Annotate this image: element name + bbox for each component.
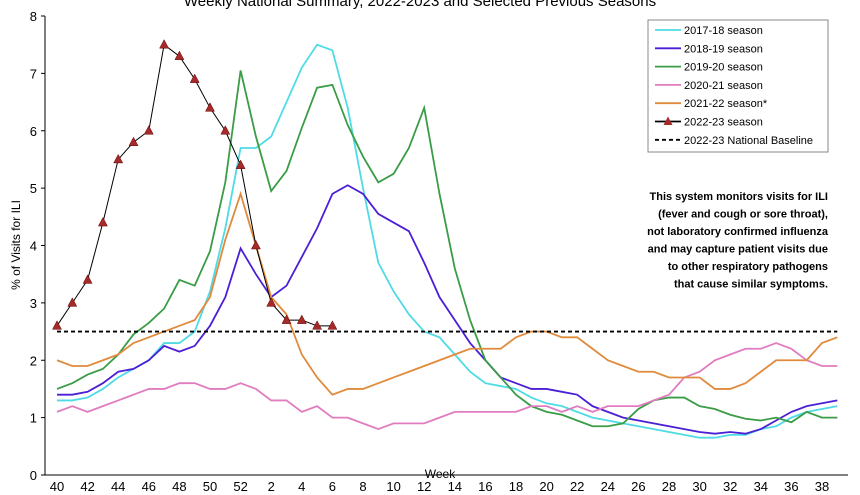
x-tick-label: 36	[784, 479, 798, 494]
annotation: not laboratory confirmed influenza	[647, 226, 829, 238]
legend-label: 2020-21 season	[684, 80, 763, 92]
x-tick-label: 30	[692, 479, 706, 494]
annotation: to other respiratory pathogens	[668, 261, 828, 273]
data-point	[143, 125, 154, 135]
data-point	[205, 102, 215, 112]
x-tick-label: 38	[815, 479, 829, 494]
data-point	[250, 239, 261, 250]
data-point	[220, 125, 231, 135]
legend-label: 2019-20 season	[684, 62, 763, 74]
x-tick-label: 46	[142, 479, 156, 494]
y-tick-label: 6	[30, 124, 37, 139]
legend-label: 2022-23 National Baseline	[684, 135, 813, 147]
chart-title: Weekly National Summary, 2022-2023 and S…	[184, 0, 656, 10]
x-tick-label: 6	[329, 479, 336, 494]
legend-label: 2021-22 season*	[684, 98, 768, 110]
data-point	[281, 314, 292, 324]
series-line	[56, 70, 838, 428]
series-line	[57, 43, 838, 439]
y-tick-label: 3	[30, 296, 37, 311]
x-tick-label: 16	[478, 479, 492, 494]
data-point	[113, 153, 124, 164]
legend-label: 2017-18 season	[684, 25, 763, 37]
legend-box	[647, 19, 829, 153]
x-tick-label: 42	[80, 479, 94, 494]
data-point	[174, 50, 185, 60]
series-line	[56, 342, 838, 431]
x-tick-label: 26	[631, 479, 645, 494]
x-tick-label: 24	[601, 479, 615, 494]
annotation: (fever and cough or sore throat),	[658, 209, 828, 221]
y-axis-label: % of Visits for ILI	[9, 200, 23, 290]
x-tick-label: 48	[172, 479, 186, 494]
data-point	[266, 297, 277, 307]
data-point	[82, 274, 93, 284]
x-tick-label: 50	[203, 479, 217, 494]
legend-label: 2022-23 season	[684, 117, 763, 129]
data-point	[327, 320, 338, 330]
x-tick-label: 4	[298, 479, 305, 494]
x-tick-label: 34	[754, 479, 768, 494]
x-tick-label: 44	[111, 479, 125, 494]
x-tick-label: 22	[570, 479, 584, 494]
y-tick-label: 0	[30, 468, 37, 483]
data-point	[67, 297, 78, 307]
annotation: This system monitors visits for ILI	[650, 191, 829, 203]
legend-marker	[663, 116, 673, 125]
y-tick-label: 1	[30, 411, 37, 426]
y-tick-label: 5	[30, 181, 37, 196]
data-point	[128, 136, 139, 146]
y-tick-label: 2	[30, 353, 37, 368]
data-point	[312, 320, 323, 330]
x-tick-label: 2	[268, 479, 275, 494]
x-tick-label: 28	[662, 479, 676, 494]
x-tick-label: 20	[539, 479, 553, 494]
annotation: that cause similar symptoms.	[674, 279, 828, 291]
y-tick-label: 4	[30, 239, 37, 254]
data-point	[159, 39, 170, 49]
data-point	[52, 320, 62, 330]
series-line	[56, 190, 838, 396]
data-point	[235, 159, 246, 169]
data-point	[97, 217, 108, 227]
annotation: and may capture patient visits due	[648, 244, 828, 256]
x-axis-label: Week	[425, 467, 456, 481]
x-tick-label: 18	[509, 479, 523, 494]
y-tick-label: 8	[30, 9, 37, 24]
x-tick-label: 10	[386, 479, 400, 494]
x-tick-label: 14	[448, 479, 462, 494]
y-tick-label: 7	[30, 66, 37, 81]
x-tick-label: 32	[723, 479, 737, 494]
data-point	[296, 314, 307, 324]
x-tick-label: 52	[233, 479, 247, 494]
series-line	[57, 184, 838, 435]
x-tick-label: 8	[359, 479, 366, 494]
x-tick-label: 12	[417, 479, 431, 494]
legend-label: 2018-19 season	[684, 43, 763, 55]
x-tick-label: 40	[50, 479, 64, 494]
data-point	[189, 73, 200, 83]
